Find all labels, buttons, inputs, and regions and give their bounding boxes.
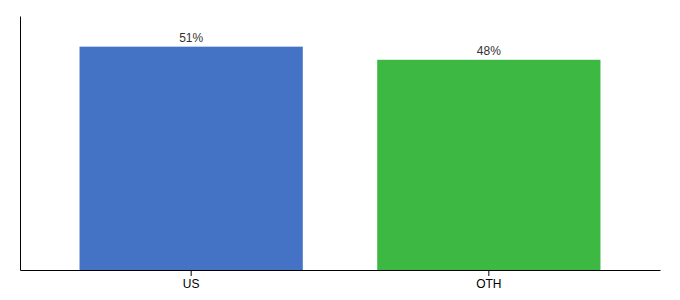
bar — [377, 60, 600, 270]
x-tick-mark — [488, 270, 489, 276]
x-axis: US OTH — [21, 270, 661, 291]
bars — [80, 47, 601, 270]
x-tick-label: OTH — [476, 277, 501, 291]
chart: US OTH 51% 48% — [0, 0, 680, 300]
plot-area: US OTH 51% 48% — [21, 17, 661, 291]
x-axis-line — [21, 270, 661, 271]
x-tick: US — [183, 270, 200, 291]
y-axis-line — [20, 17, 21, 271]
bar — [80, 47, 303, 270]
x-tick: OTH — [476, 270, 501, 291]
data-label: 48% — [477, 44, 501, 58]
y-axis — [20, 17, 21, 271]
data-labels: 51% 48% — [179, 31, 501, 58]
x-tick-label: US — [183, 277, 200, 291]
x-tick-mark — [191, 270, 192, 276]
data-label: 51% — [179, 31, 203, 45]
